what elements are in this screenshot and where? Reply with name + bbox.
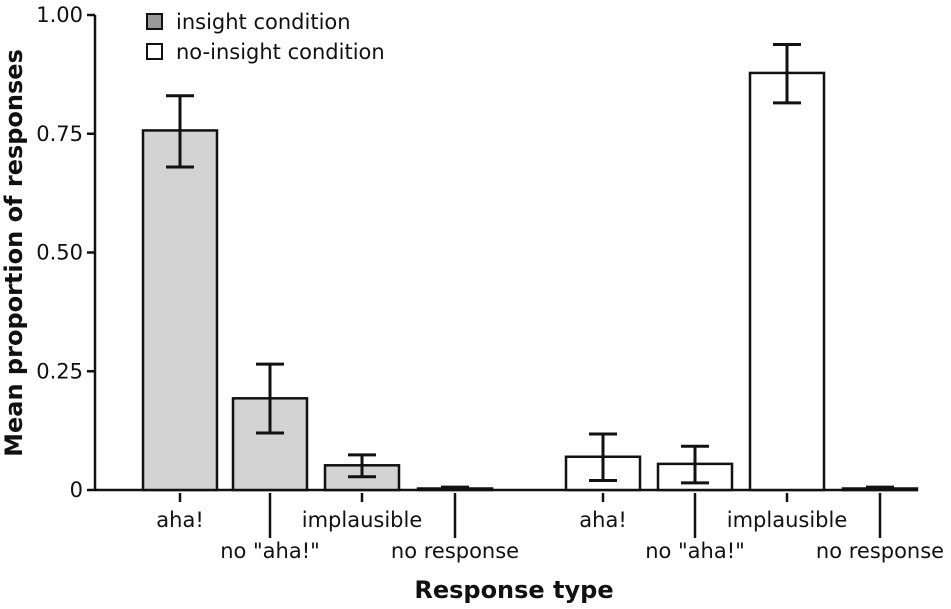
category-label: no response bbox=[816, 539, 944, 563]
y-tick-label: 0.50 bbox=[36, 241, 83, 265]
legend-label-insight: insight condition bbox=[176, 10, 351, 34]
y-ticks: 0 0.25 0.50 0.75 1.00 bbox=[36, 3, 95, 502]
y-axis-title: Mean proportion of responses bbox=[0, 49, 28, 457]
legend-swatch-no-insight bbox=[146, 43, 163, 60]
category-label: no "aha!" bbox=[645, 539, 745, 563]
legend-label-no-insight: no-insight condition bbox=[176, 40, 385, 64]
bars bbox=[141, 71, 919, 492]
category-labels: aha! no "aha!" implausible no response aha! n… bbox=[156, 493, 944, 563]
category-label: implausible bbox=[727, 508, 848, 532]
category-label: no "aha!" bbox=[220, 539, 320, 563]
category-label: implausible bbox=[302, 508, 423, 532]
y-tick-label: 1.00 bbox=[36, 3, 83, 27]
category-label: aha! bbox=[156, 508, 203, 532]
legend-swatch-insight bbox=[146, 13, 163, 30]
bar-no-insight-2 bbox=[748, 71, 826, 492]
category-label: no response bbox=[391, 539, 519, 563]
x-axis-title: Response type bbox=[414, 576, 613, 604]
category-label: aha! bbox=[579, 508, 626, 532]
error-bars bbox=[166, 42, 894, 492]
legend: insight condition no-insight condition bbox=[146, 10, 385, 64]
y-tick-label: 0.75 bbox=[36, 122, 83, 146]
y-tick-label: 0 bbox=[70, 478, 83, 502]
y-tick-label: 0.25 bbox=[36, 359, 83, 383]
bar-insight-0 bbox=[141, 129, 219, 492]
